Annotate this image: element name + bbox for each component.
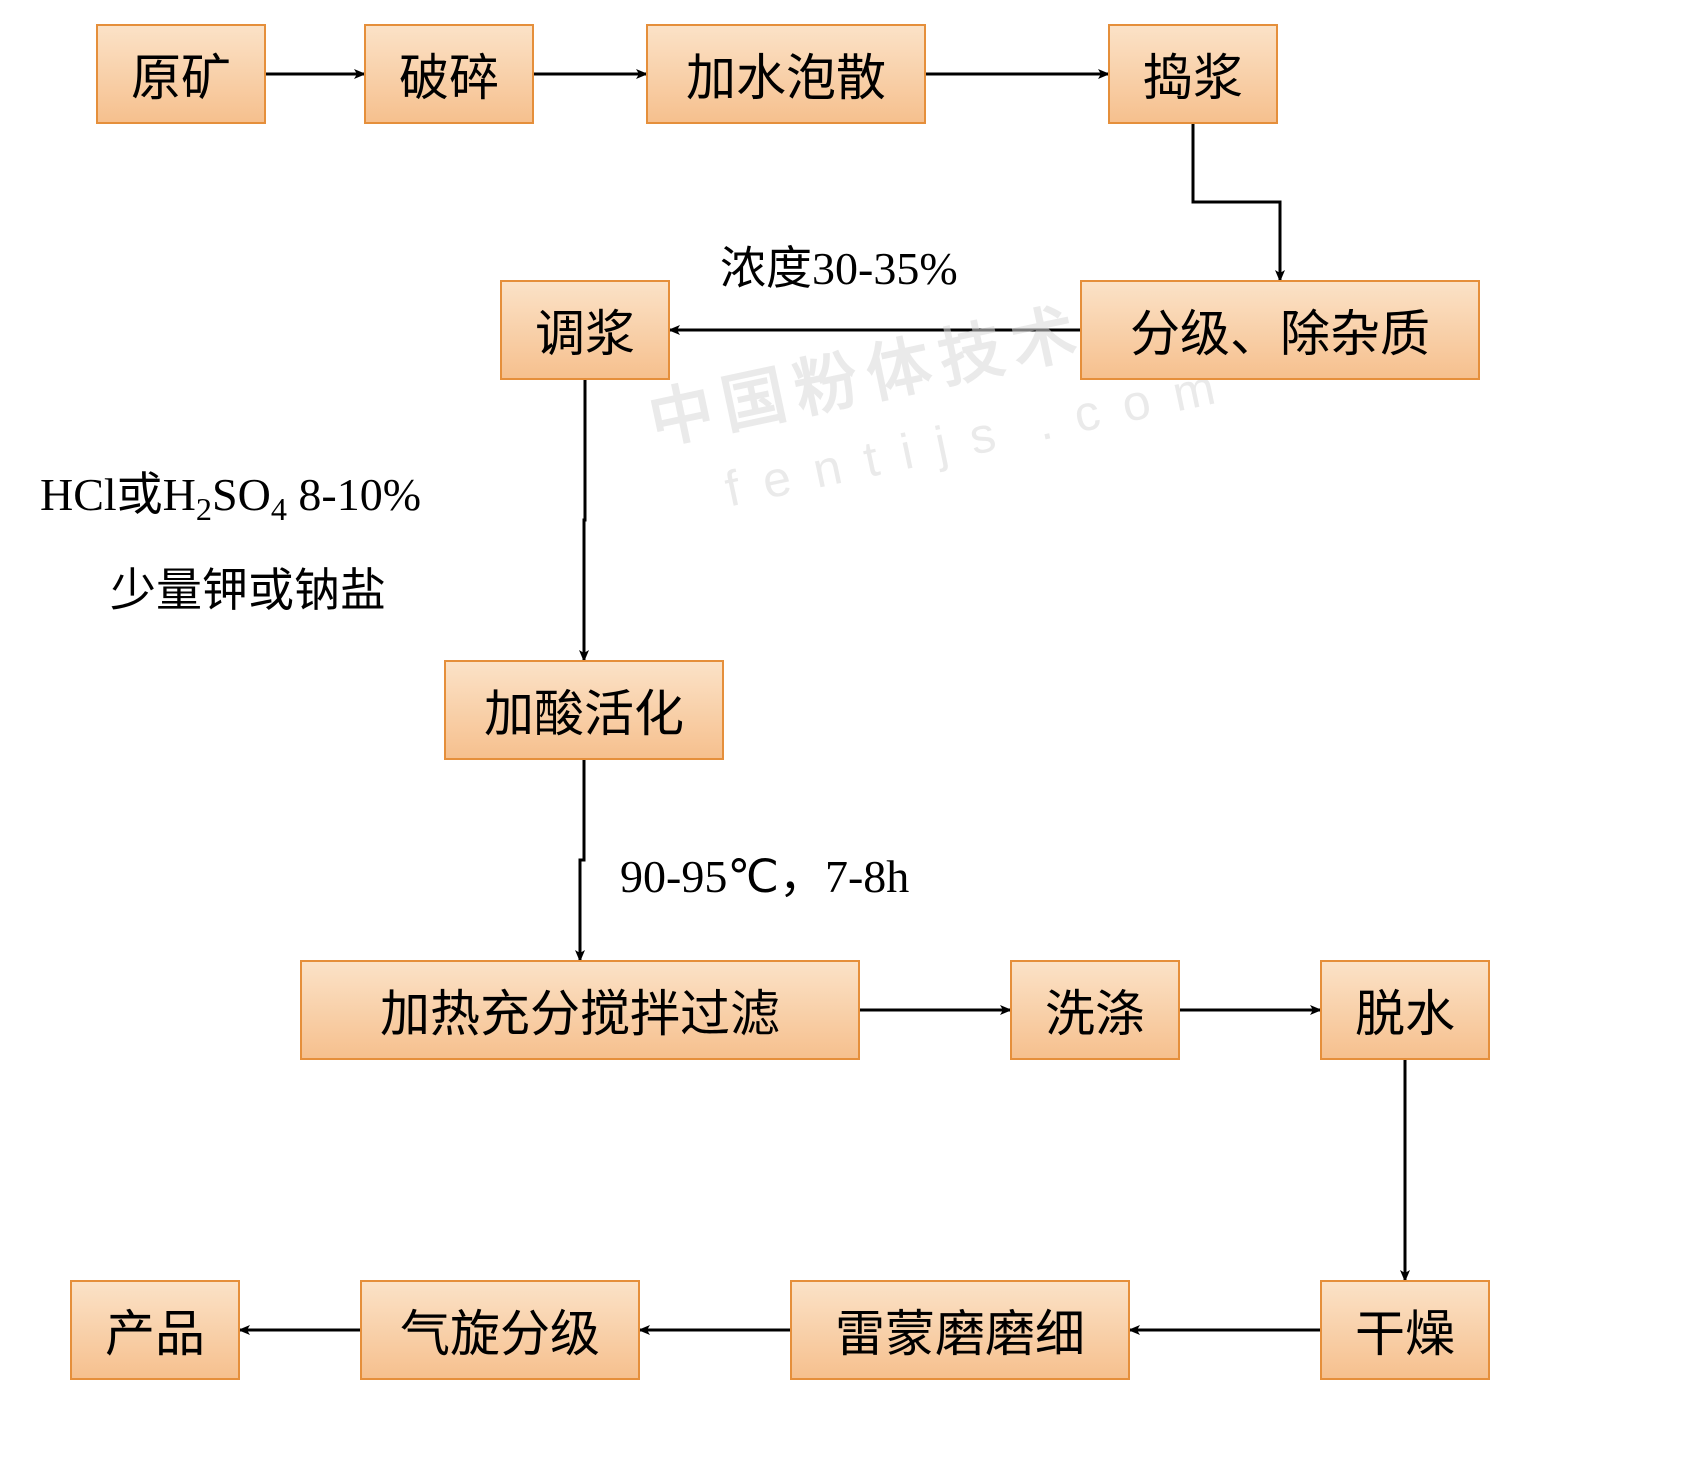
node-label: 脱水 <box>1355 974 1455 1046</box>
node-n9: 洗涤 <box>1010 960 1180 1060</box>
node-label: 破碎 <box>399 38 499 110</box>
annotation-l2: HCl或H2SO4 8-10% <box>40 458 421 528</box>
node-n5: 分级、除杂质 <box>1080 280 1480 380</box>
node-n10: 脱水 <box>1320 960 1490 1060</box>
node-n12: 雷蒙磨磨细 <box>790 1280 1130 1380</box>
annotation-l1: 浓度30-35% <box>720 232 958 298</box>
node-label: 捣浆 <box>1143 38 1243 110</box>
edge-n4-n5 <box>1193 124 1280 280</box>
node-n4: 捣浆 <box>1108 24 1278 124</box>
flowchart-canvas: 中国粉体技术网fentijs.com原矿破碎加水泡散捣浆分级、除杂质调浆加酸活化… <box>0 0 1688 1472</box>
node-n6: 调浆 <box>500 280 670 380</box>
annotation-l4: 90-95℃，7-8h <box>620 840 909 906</box>
node-label: 雷蒙磨磨细 <box>835 1294 1085 1366</box>
edge-n7-n8 <box>580 760 584 960</box>
node-n1: 原矿 <box>96 24 266 124</box>
node-n8: 加热充分搅拌过滤 <box>300 960 860 1060</box>
node-label: 加水泡散 <box>686 38 886 110</box>
annotation-l3: 少量钾或钠盐 <box>110 554 386 620</box>
node-n2: 破碎 <box>364 24 534 124</box>
node-label: 调浆 <box>535 294 635 366</box>
node-label: 分级、除杂质 <box>1130 294 1430 366</box>
node-label: 加酸活化 <box>484 674 684 746</box>
node-label: 加热充分搅拌过滤 <box>380 974 780 1046</box>
node-label: 气旋分级 <box>400 1294 600 1366</box>
node-label: 干燥 <box>1355 1294 1455 1366</box>
node-n13: 气旋分级 <box>360 1280 640 1380</box>
node-n14: 产品 <box>70 1280 240 1380</box>
node-n3: 加水泡散 <box>646 24 926 124</box>
node-label: 洗涤 <box>1045 974 1145 1046</box>
node-label: 产品 <box>105 1294 205 1366</box>
node-n7: 加酸活化 <box>444 660 724 760</box>
edge-n6-n7 <box>584 380 585 660</box>
node-label: 原矿 <box>131 38 231 110</box>
edges-layer <box>0 0 1688 1472</box>
node-n11: 干燥 <box>1320 1280 1490 1380</box>
